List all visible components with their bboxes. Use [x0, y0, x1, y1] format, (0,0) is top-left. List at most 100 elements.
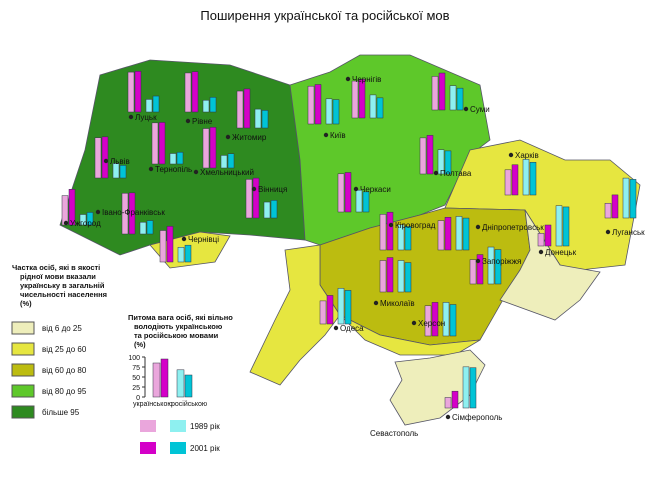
legend-label: від 25 до 60 [42, 345, 87, 354]
city-marker [538, 249, 544, 255]
bar [128, 192, 136, 235]
city-marker [345, 76, 351, 82]
city-label: Миколаїв [380, 299, 415, 308]
legend-swatch [11, 321, 35, 335]
bar [537, 233, 545, 247]
legend-title: (%) [134, 340, 146, 349]
legend-title: українську в загальній [20, 281, 105, 290]
bar [397, 260, 405, 293]
bar [355, 189, 363, 213]
bar [146, 220, 154, 235]
bar [261, 110, 269, 129]
bar [376, 97, 384, 119]
zone-kherson [339, 314, 481, 356]
bar [112, 163, 120, 179]
bar [325, 98, 333, 125]
x-label: українською [133, 401, 173, 408]
bar [358, 79, 366, 119]
bar [386, 211, 394, 251]
city-marker [333, 325, 339, 331]
bar [220, 155, 228, 169]
city-marker [225, 134, 231, 140]
bar [462, 217, 470, 251]
bar [166, 226, 174, 263]
bar [191, 71, 199, 113]
bar [94, 137, 102, 179]
bar [151, 122, 159, 165]
title: Поширення української та російської мов [200, 8, 449, 23]
legend-swatch [140, 442, 156, 454]
bar [252, 177, 260, 219]
city-label: Харків [515, 151, 539, 160]
bar [351, 80, 359, 119]
city-marker [323, 132, 329, 138]
bar [176, 151, 184, 165]
city-marker [181, 236, 187, 242]
bar [209, 127, 217, 169]
bar [449, 85, 457, 111]
city-marker [433, 170, 439, 176]
city-label: Вінниця [258, 185, 287, 194]
legend-swatch [170, 442, 186, 454]
bar [68, 189, 76, 226]
bar [86, 212, 94, 226]
legend-title: рідної мови вказали [20, 272, 96, 281]
city-label: Одеса [340, 324, 364, 333]
bar [307, 85, 315, 125]
bar [562, 206, 570, 247]
bar [134, 71, 142, 113]
city-label: Донецьк [545, 248, 577, 257]
legend-title: (%) [20, 299, 32, 308]
bar [184, 374, 193, 398]
bar [431, 302, 439, 337]
bar [121, 193, 129, 235]
bar [522, 159, 530, 196]
city-label: Луцьк [135, 113, 157, 122]
bar [344, 290, 352, 325]
city-marker [185, 118, 191, 124]
city-label: Чернівці [188, 235, 219, 244]
bar [419, 137, 427, 175]
bar [362, 191, 370, 213]
zone-donetsk [499, 209, 601, 321]
city-label: Сімферополь [452, 413, 502, 422]
bar [319, 300, 327, 325]
bar [314, 84, 322, 125]
bar [451, 390, 459, 409]
city-label: Севастополь [370, 429, 418, 438]
bar [184, 244, 192, 263]
legend-label: від 6 до 25 [42, 324, 82, 333]
city-marker [475, 224, 481, 230]
y-tick-label: 50 [132, 375, 140, 382]
city-label: Рівне [192, 117, 213, 126]
zone-odesa [249, 244, 341, 386]
bar [101, 136, 109, 179]
bar [326, 295, 334, 325]
city-label: Тернопіль [155, 165, 192, 174]
legend-label: від 60 до 80 [42, 366, 87, 375]
city-marker [148, 166, 154, 172]
bar [611, 194, 619, 219]
city-marker [63, 220, 69, 226]
legend-swatch [11, 384, 35, 398]
bar [145, 99, 153, 113]
bar [504, 169, 512, 196]
bar [462, 366, 470, 409]
bar [332, 99, 340, 125]
bar [176, 369, 185, 398]
city-label: Ужгород [70, 219, 101, 228]
y-tick-label: 25 [132, 385, 140, 392]
city-marker [373, 300, 379, 306]
bar [424, 305, 432, 337]
bar [437, 149, 445, 175]
bar [437, 220, 445, 251]
bar [604, 203, 612, 219]
bar [337, 288, 345, 325]
city-marker [508, 152, 514, 158]
city-label: Житомир [232, 133, 267, 142]
bar [227, 153, 235, 169]
bar [529, 161, 537, 196]
bar [369, 94, 377, 119]
bar [254, 108, 262, 129]
bar [379, 214, 387, 251]
